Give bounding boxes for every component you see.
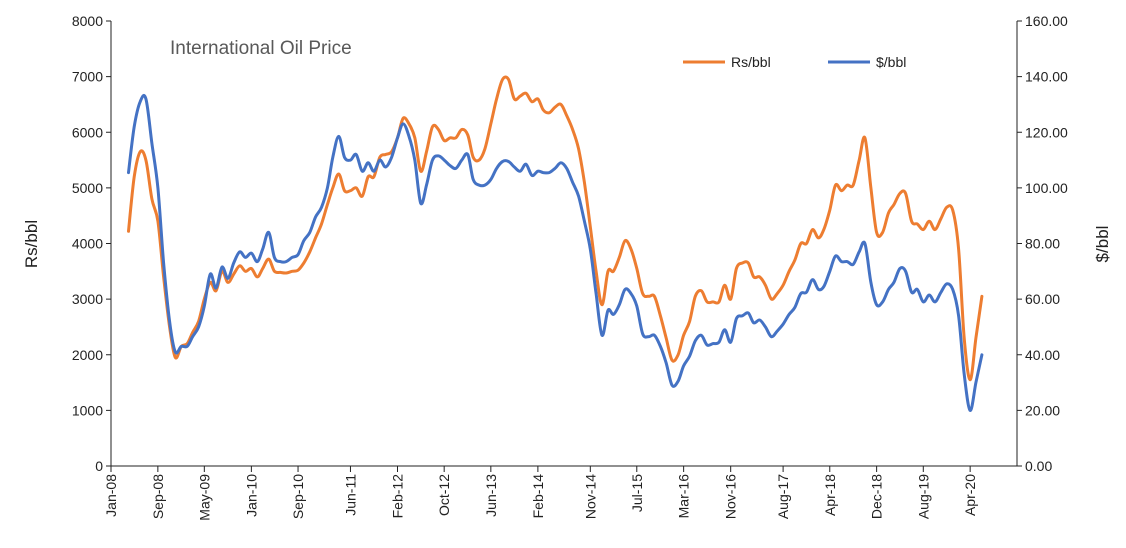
y-right-tick-label: 40.00 [1025,347,1060,363]
chart-title: International Oil Price [170,38,352,59]
x-tick-label: Jun-11 [342,474,358,516]
x-tick-label: Nov-16 [723,474,739,519]
x-tick-label: Aug-19 [915,474,931,519]
axes-layer: 0 1000 2000 3000 4000 5000 6000 7000 8000 0.00 20.… [72,13,1068,521]
x-tick-label: Apr-18 [822,474,838,516]
legend-label-usd-bbl: $/bbl [876,54,906,70]
y-right-tick-label: 140.00 [1025,69,1068,85]
y-left-tick-label: 5000 [72,180,103,196]
x-tick-label: Aug-17 [775,474,791,519]
x-tick-label: Feb-14 [530,474,546,519]
y-right-tick-label: 80.00 [1025,236,1060,252]
x-tick-label: Jun-13 [483,474,499,517]
y-left-tick-label: 2000 [72,347,103,363]
y-left-tick-label: 0 [95,458,103,474]
y-right-tick-label: 0.00 [1025,458,1052,474]
x-tick-label: Apr-20 [962,474,978,516]
x-tick-label: Jul-15 [629,474,645,512]
x-tick-label: Nov-14 [582,474,598,519]
y-left-tick-label: 3000 [72,291,103,307]
x-tick-label: Sep-10 [290,474,306,519]
y-left-tick-label: 1000 [72,402,103,418]
series-layer [127,75,984,412]
x-tick-label: Dec-18 [869,474,885,519]
x-tick-label: Oct-12 [436,474,452,516]
y-left-tick-label: 4000 [72,236,103,252]
x-tick-label: Jan-10 [243,474,259,517]
x-tick-label: Jan-08 [103,474,119,517]
y-axis-right-title: $/bbl [1093,226,1112,263]
y-left-tick-label: 6000 [72,124,103,140]
x-tick-label: Feb-12 [390,474,406,519]
x-tick-label: Mar-16 [676,474,692,519]
x-tick-label: Sep-08 [150,474,166,519]
y-right-tick-label: 100.00 [1025,180,1068,196]
y-right-tick-label: 120.00 [1025,124,1068,140]
x-tick-label: May-09 [196,474,212,521]
legend: Rs/bbl $/bbl [683,54,906,70]
series-line-usd-bbl [127,93,984,412]
y-left-tick-label: 7000 [72,69,103,85]
y-right-tick-label: 60.00 [1025,291,1060,307]
y-left-tick-label: 8000 [72,13,103,29]
series-line-rs-bbl [127,75,984,382]
y-right-tick-label: 160.00 [1025,13,1068,29]
y-right-tick-label: 20.00 [1025,402,1060,418]
legend-label-rs-bbl: Rs/bbl [731,54,771,70]
y-axis-left-title: Rs/bbl [22,220,41,268]
